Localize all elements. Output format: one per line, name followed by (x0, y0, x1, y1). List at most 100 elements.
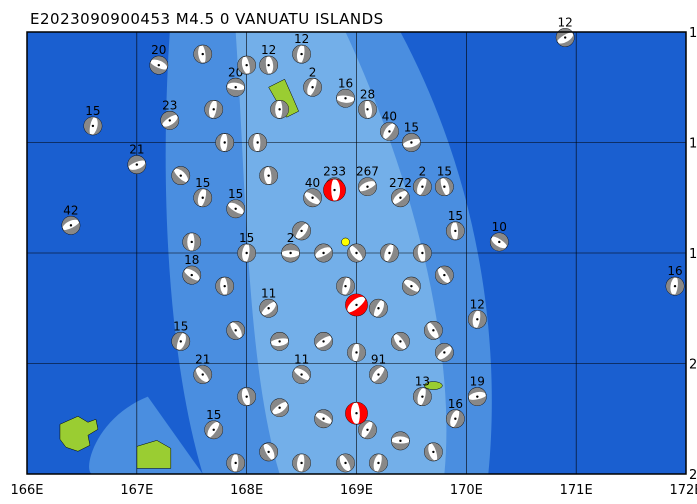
depth-label: 21 (195, 353, 210, 367)
focal-mechanism (380, 122, 399, 141)
lon-label: 166E (10, 483, 43, 498)
focal-mechanism (215, 276, 235, 296)
focal-mechanism (314, 409, 333, 429)
focal-mechanism (402, 133, 421, 152)
focal-mechanism (380, 243, 399, 263)
depth-label: 2 (419, 165, 427, 179)
focal-mechanism (303, 77, 322, 97)
depth-label: 23 (162, 98, 177, 112)
depth-label: 12 (558, 16, 573, 30)
focal-mechanism (292, 44, 311, 64)
focal-mechanism (391, 431, 410, 451)
depth-label: 10 (492, 220, 507, 234)
focal-mechanism (435, 265, 454, 285)
focal-mechanism (204, 99, 224, 119)
focal-mechanism (446, 409, 465, 429)
focal-mechanism (336, 453, 355, 473)
focal-mechanism (303, 188, 322, 208)
focal-mechanism (358, 99, 377, 119)
focal-mechanism (171, 166, 191, 185)
focal-mechanism (259, 55, 278, 75)
depth-label: 15 (437, 165, 452, 179)
focal-mechanism (127, 155, 147, 174)
lat-label: 17S (689, 26, 697, 41)
depth-label: 12 (261, 43, 276, 57)
focal-mechanism (237, 243, 257, 263)
lon-label: 171E (560, 483, 593, 498)
depth-label: 233 (323, 165, 346, 179)
depth-label: 12 (470, 297, 485, 311)
depth-label: 16 (338, 76, 353, 90)
focal-mechanism (226, 453, 246, 473)
lon-label: 170E (450, 483, 483, 498)
focal-mechanism (347, 343, 366, 362)
depth-label: 20 (151, 43, 166, 57)
focal-mechanism (358, 420, 377, 440)
focal-mechanism (281, 243, 300, 263)
focal-mechanism (402, 276, 421, 296)
shelf-region (89, 396, 203, 474)
lon-label: 172E (669, 483, 697, 498)
map-title: E2023090900453 M4.5 0 VANUATU ISLANDS (30, 10, 384, 28)
focal-mechanism (489, 232, 509, 252)
depth-label: 2 (309, 65, 317, 79)
highlighted-focal-mechanism (345, 401, 368, 425)
focal-mechanism (259, 442, 278, 462)
focal-mechanism (424, 321, 443, 340)
depth-label: 28 (360, 87, 375, 101)
focal-mechanism (314, 243, 333, 263)
focal-mechanism (270, 99, 289, 119)
depth-label: 2 (287, 231, 295, 245)
focal-mechanism (413, 387, 432, 406)
lat-label: 19S (689, 247, 697, 262)
focal-mechanism (467, 309, 487, 329)
island (59, 415, 99, 452)
focal-mechanism (226, 321, 246, 340)
lat-label: 18S (689, 137, 697, 152)
depth-label: 16 (448, 397, 463, 411)
lat-label: 20S (689, 358, 697, 373)
focal-mechanism (314, 332, 333, 351)
focal-mechanism (270, 398, 289, 418)
depth-label: 40 (382, 109, 397, 123)
depth-label: 15 (404, 121, 419, 135)
focal-mechanism (193, 188, 213, 208)
focal-mechanism (435, 343, 454, 362)
depth-label: 18 (184, 253, 199, 267)
focal-mechanism (391, 332, 410, 351)
highlighted-focal-mechanism (345, 293, 368, 317)
focal-mechanism (467, 387, 487, 406)
focal-mechanism (215, 133, 235, 152)
lon-label: 167E (120, 483, 153, 498)
depth-label: 16 (667, 264, 682, 278)
focal-mechanism (292, 453, 311, 473)
focal-mechanism (413, 177, 432, 197)
depth-label: 21 (129, 143, 144, 157)
highlighted-focal-mechanism (323, 178, 346, 202)
focal-mechanism (61, 216, 81, 235)
focal-mechanism (413, 243, 432, 263)
map-frame (26, 31, 687, 475)
depth-label: 15 (206, 408, 221, 422)
focal-mechanism (446, 221, 465, 241)
focal-mechanism (182, 265, 202, 285)
island (424, 381, 443, 390)
depth-label: 42 (63, 203, 78, 217)
focal-mechanism (424, 442, 443, 462)
lat-label: 21S (689, 468, 697, 483)
focal-mechanism (226, 77, 246, 97)
focal-mechanism (259, 298, 278, 318)
focal-mechanism (204, 420, 224, 440)
depth-label: 15 (228, 187, 243, 201)
focal-mechanism (336, 88, 355, 108)
focal-mechanism (347, 243, 366, 263)
depth-label: 272 (389, 176, 412, 190)
focal-mechanism (248, 133, 267, 152)
depth-label: 12 (294, 32, 309, 46)
depth-label: 15 (85, 104, 100, 118)
focal-mechanism (391, 188, 410, 208)
depth-label: 15 (195, 176, 210, 190)
focal-mechanism (237, 55, 257, 75)
focal-mechanism (369, 453, 388, 473)
